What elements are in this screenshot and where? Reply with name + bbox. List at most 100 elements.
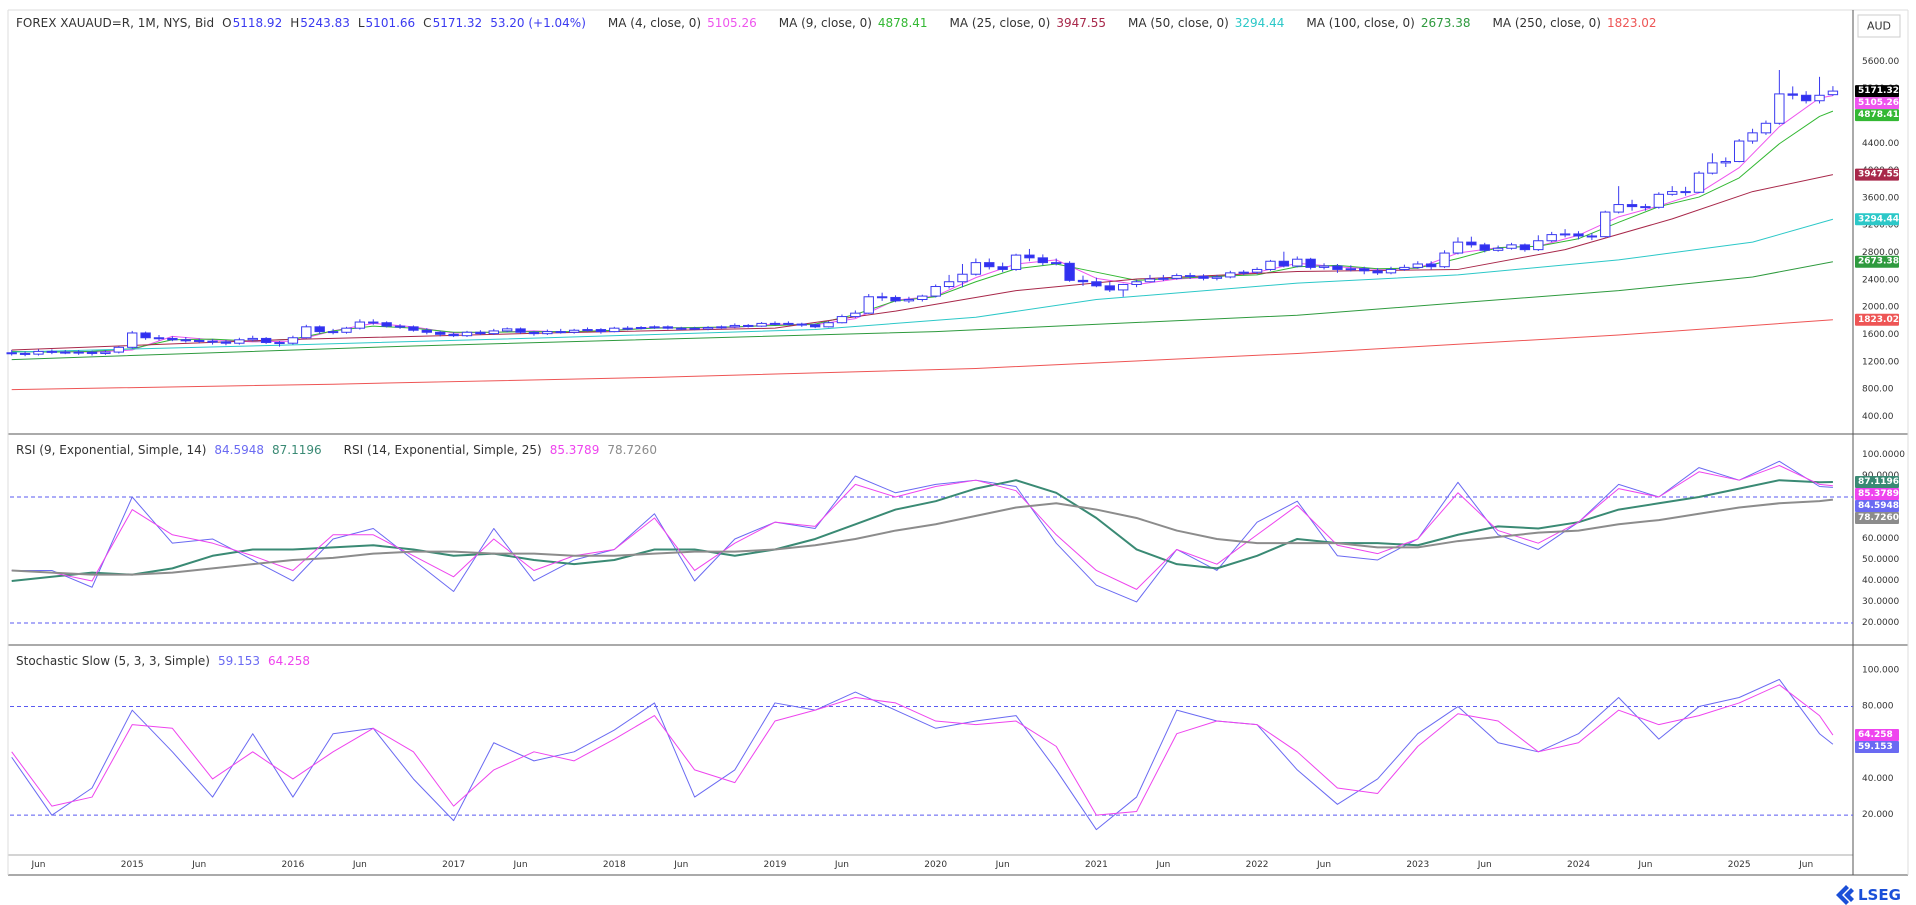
candle-body bbox=[1238, 271, 1249, 274]
logo-emblem bbox=[1836, 885, 1849, 905]
y-tick-label: 2000.00 bbox=[1862, 303, 1899, 313]
candle-body bbox=[970, 262, 982, 275]
y-tick-label: 30.0000 bbox=[1862, 597, 1899, 607]
candle-body bbox=[635, 327, 647, 329]
candle-body bbox=[127, 332, 138, 348]
candle-body bbox=[1506, 244, 1517, 249]
candle-body bbox=[207, 340, 218, 343]
candle-body bbox=[1814, 94, 1825, 102]
candle-body bbox=[461, 331, 473, 337]
candle-body bbox=[435, 331, 446, 335]
x-tick-label: 2020 bbox=[924, 860, 947, 870]
legend-text: L bbox=[358, 16, 365, 30]
candle-body bbox=[1091, 281, 1102, 287]
x-tick-label: Jun bbox=[1798, 860, 1813, 870]
x-tick-label: 2023 bbox=[1406, 860, 1429, 870]
candle-body bbox=[957, 273, 968, 283]
y-tick-label: 1600.00 bbox=[1862, 330, 1899, 340]
candle-body bbox=[1412, 263, 1423, 268]
x-tick-label: 2015 bbox=[121, 860, 144, 870]
value-box bbox=[1855, 213, 1899, 226]
y-tick-label: 20.0000 bbox=[1862, 618, 1899, 628]
candle-body bbox=[1332, 265, 1343, 270]
candle-body bbox=[260, 337, 272, 344]
candle-body bbox=[1452, 241, 1464, 254]
x-tick-label: Jun bbox=[1316, 860, 1331, 870]
x-tick-label: 2021 bbox=[1085, 860, 1108, 870]
candle-body bbox=[622, 327, 633, 330]
legend-text: 5105.26 bbox=[707, 16, 757, 30]
candle-body bbox=[850, 312, 861, 318]
legend-text: RSI (14, Exponential, Simple, 25) bbox=[344, 443, 542, 457]
candle-body bbox=[702, 327, 714, 330]
candle-body bbox=[649, 326, 660, 329]
legend-text: 59.153 bbox=[218, 654, 260, 668]
value-box-label: 84.5948 bbox=[1858, 501, 1899, 511]
legend-text: 1823.02 bbox=[1607, 16, 1657, 30]
candle-body bbox=[1774, 93, 1785, 124]
legend-text: C bbox=[423, 16, 431, 30]
candle-body bbox=[19, 352, 31, 355]
indicator-line bbox=[11, 678, 1834, 831]
value-box-label: 2673.38 bbox=[1858, 257, 1899, 267]
candle-body bbox=[1626, 204, 1638, 208]
legend-text: H bbox=[290, 16, 299, 30]
candle-body bbox=[756, 322, 767, 327]
candle-body bbox=[1131, 281, 1142, 285]
candle-body bbox=[943, 281, 955, 288]
candle-body bbox=[1733, 140, 1745, 163]
y-tick-label: 2800.00 bbox=[1862, 248, 1899, 258]
legend-text: 85.3789 bbox=[550, 443, 600, 457]
indicator-line bbox=[11, 319, 1833, 391]
candle-body bbox=[836, 316, 848, 324]
candle-body bbox=[501, 328, 513, 332]
candle-body bbox=[515, 328, 526, 333]
logo-emblem bbox=[1844, 888, 1854, 902]
currency-box[interactable] bbox=[1857, 14, 1901, 38]
candle-body bbox=[60, 351, 71, 354]
candle-body bbox=[394, 325, 406, 328]
candle-body bbox=[1425, 263, 1437, 268]
legend-text: 87.1196 bbox=[272, 443, 322, 457]
candle-body bbox=[676, 327, 687, 330]
candle-body bbox=[1198, 275, 1209, 279]
candle-body bbox=[1479, 244, 1490, 251]
x-tick-label: Jun bbox=[1477, 860, 1492, 870]
legend-text: MA (25, close, 0) bbox=[950, 16, 1051, 30]
candle-body bbox=[1600, 211, 1611, 238]
candle-body bbox=[1010, 254, 1022, 270]
legend-text: MA (250, close, 0) bbox=[1492, 16, 1600, 30]
candle-body bbox=[984, 262, 995, 268]
indicator-line bbox=[11, 464, 1833, 590]
candle-body bbox=[1372, 270, 1383, 274]
candle-body bbox=[903, 298, 915, 302]
legend-text: 5171.32 bbox=[433, 16, 483, 30]
frame bbox=[7, 9, 1909, 876]
candle-body bbox=[1492, 247, 1504, 251]
logo: LSEG bbox=[1836, 885, 1901, 905]
candle-body bbox=[689, 327, 700, 330]
candle-body bbox=[1064, 262, 1075, 281]
x-tick-label: Jun bbox=[673, 860, 688, 870]
candle-body bbox=[1439, 252, 1450, 268]
y-tick-label: 5600.00 bbox=[1862, 57, 1899, 67]
y-tick-label: 2400.00 bbox=[1862, 275, 1899, 285]
candle-body bbox=[327, 331, 339, 334]
candle-body bbox=[930, 286, 941, 297]
legend-text: 64.258 bbox=[268, 654, 310, 668]
x-tick-label: 2022 bbox=[1246, 860, 1269, 870]
value-box-label: 3947.55 bbox=[1858, 170, 1899, 180]
value-box bbox=[1855, 255, 1899, 268]
legend-text: Stochastic Slow (5, 3, 3, Simple) bbox=[16, 654, 210, 668]
y-tick-label: 400.00 bbox=[1862, 412, 1894, 422]
x-tick-label: Jun bbox=[1637, 860, 1652, 870]
candle-body bbox=[73, 351, 84, 354]
candle-body bbox=[274, 342, 285, 345]
y-tick-label: 3200.00 bbox=[1862, 221, 1899, 231]
candle-body bbox=[368, 321, 379, 324]
candle-body bbox=[1399, 266, 1410, 270]
candle-body bbox=[609, 327, 620, 333]
candle-body bbox=[33, 350, 44, 355]
currency-label[interactable]: AUD bbox=[1867, 20, 1891, 33]
y-tick-label: 1200.00 bbox=[1862, 357, 1899, 367]
